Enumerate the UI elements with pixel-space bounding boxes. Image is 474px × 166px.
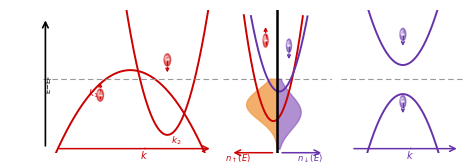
Ellipse shape bbox=[263, 34, 268, 47]
Text: E$-$E$_\mathsf{F}$: E$-$E$_\mathsf{F}$ bbox=[45, 74, 55, 94]
Ellipse shape bbox=[401, 30, 404, 35]
Text: $\vec{k}$: $\vec{k}$ bbox=[406, 147, 414, 162]
Ellipse shape bbox=[165, 56, 168, 61]
Text: $k_1$: $k_1$ bbox=[88, 88, 99, 100]
Ellipse shape bbox=[400, 96, 406, 108]
Text: +: + bbox=[401, 32, 405, 37]
Text: +: + bbox=[287, 43, 291, 48]
Ellipse shape bbox=[401, 98, 404, 103]
Text: +: + bbox=[401, 99, 405, 104]
Text: +: + bbox=[264, 38, 268, 43]
Ellipse shape bbox=[98, 91, 101, 96]
Ellipse shape bbox=[400, 28, 406, 41]
Ellipse shape bbox=[97, 89, 103, 101]
Text: $n_\downarrow(E)$: $n_\downarrow(E)$ bbox=[298, 153, 323, 165]
Text: +: + bbox=[165, 57, 169, 62]
Text: $\vec{k}$: $\vec{k}$ bbox=[140, 147, 148, 162]
Text: $n_\uparrow(E)$: $n_\uparrow(E)$ bbox=[226, 153, 251, 165]
Ellipse shape bbox=[264, 36, 266, 42]
Text: $k_2$: $k_2$ bbox=[172, 134, 182, 147]
Text: +: + bbox=[98, 93, 102, 98]
Ellipse shape bbox=[286, 39, 292, 52]
Ellipse shape bbox=[287, 41, 290, 47]
Ellipse shape bbox=[164, 54, 171, 66]
